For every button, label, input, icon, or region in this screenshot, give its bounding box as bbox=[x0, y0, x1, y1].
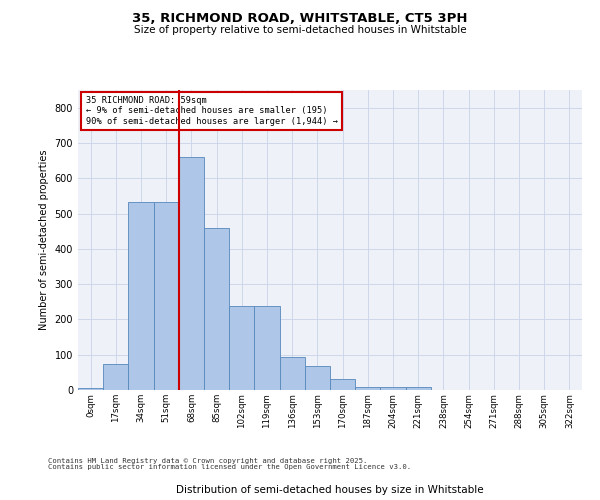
Bar bbox=[179, 157, 204, 390]
Text: Contains HM Land Registry data © Crown copyright and database right 2025.
Contai: Contains HM Land Registry data © Crown c… bbox=[48, 458, 411, 470]
Bar bbox=[305, 366, 330, 390]
Text: Size of property relative to semi-detached houses in Whitstable: Size of property relative to semi-detach… bbox=[134, 25, 466, 35]
Bar bbox=[229, 306, 254, 390]
Y-axis label: Number of semi-detached properties: Number of semi-detached properties bbox=[39, 150, 49, 330]
Bar bbox=[78, 388, 103, 390]
Bar bbox=[355, 387, 380, 390]
Bar bbox=[380, 387, 406, 390]
Bar bbox=[154, 202, 179, 390]
Bar bbox=[254, 306, 280, 390]
Bar bbox=[204, 228, 229, 390]
Text: 35, RICHMOND ROAD, WHITSTABLE, CT5 3PH: 35, RICHMOND ROAD, WHITSTABLE, CT5 3PH bbox=[132, 12, 468, 26]
Bar bbox=[406, 387, 431, 390]
Bar bbox=[103, 364, 128, 390]
Text: Distribution of semi-detached houses by size in Whitstable: Distribution of semi-detached houses by … bbox=[176, 485, 484, 495]
Bar bbox=[330, 378, 355, 390]
Bar bbox=[280, 357, 305, 390]
Bar bbox=[128, 202, 154, 390]
Text: 35 RICHMOND ROAD: 59sqm
← 9% of semi-detached houses are smaller (195)
90% of se: 35 RICHMOND ROAD: 59sqm ← 9% of semi-det… bbox=[86, 96, 338, 126]
